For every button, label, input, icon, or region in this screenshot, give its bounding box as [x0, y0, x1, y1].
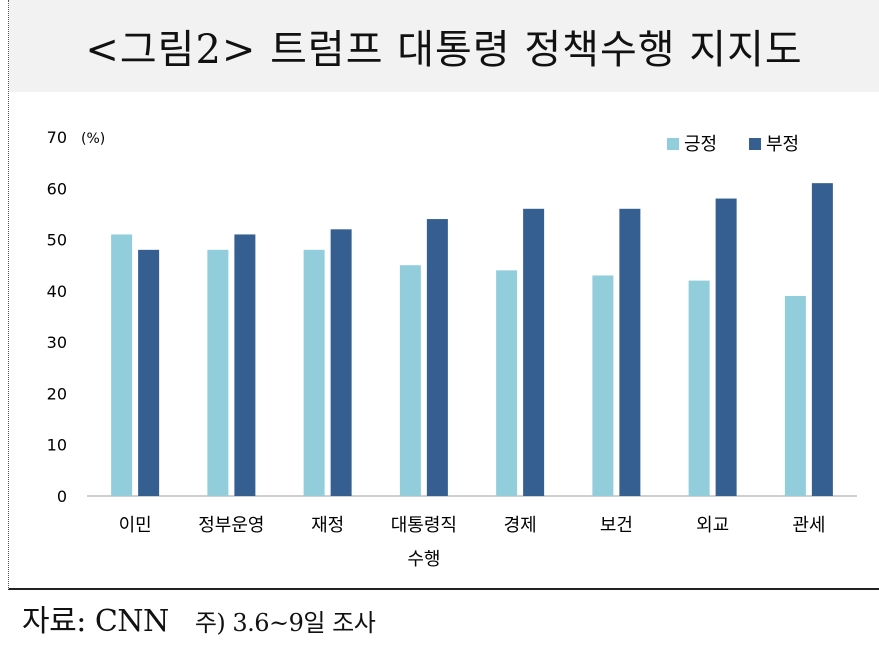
- y-tick-label: 0: [57, 487, 67, 506]
- bar-부정: [330, 229, 352, 497]
- y-unit-label: (%): [81, 131, 105, 147]
- figure-frame: [8, 0, 879, 590]
- y-tick-label: 50: [47, 231, 67, 250]
- x-tick-label: 정부운영: [198, 515, 264, 536]
- source-text: 자료: CNN: [22, 604, 169, 639]
- bar-긍정: [592, 275, 614, 496]
- bar-긍정: [111, 234, 133, 496]
- y-tick-label: 70: [47, 128, 67, 147]
- x-tick-label: 대통령직 수행: [391, 515, 457, 570]
- y-tick-label: 30: [47, 333, 67, 352]
- survey-note: 주) 3.6~9일 조사: [194, 609, 376, 637]
- x-tick-label: 재정: [311, 515, 344, 536]
- x-tick-label: 이민: [119, 515, 152, 536]
- bar-chart: 0 10 20 30 40 50 60 70 (%) 이민 정부운영 재정 대통령직 수행 경제 보건 외교 관세…: [47, 128, 857, 570]
- y-tick-label: 20: [47, 384, 67, 403]
- bar-부정: [138, 249, 160, 496]
- bar-긍정: [496, 270, 518, 496]
- source-line: 자료: CNN 주) 3.6~9일 조사: [22, 596, 376, 639]
- bar-긍정: [303, 249, 325, 496]
- x-tick-label: 경제: [504, 515, 537, 536]
- y-tick-label: 40: [47, 282, 67, 301]
- title-bar: <그림2> 트럼프 대통령 정책수행 지지도: [9, 0, 879, 92]
- bar-긍정: [784, 295, 806, 496]
- x-tick-label: 관세: [792, 515, 825, 536]
- legend-label: 긍정: [684, 134, 717, 155]
- bar-부정: [619, 208, 641, 497]
- legend-swatch: [749, 138, 761, 150]
- legend-label: 부정: [766, 134, 799, 155]
- figure-title: <그림2> 트럼프 대통령 정책수행 지지도: [85, 27, 803, 73]
- x-tick-label: 보건: [600, 515, 633, 536]
- legend-swatch: [667, 138, 679, 150]
- bar-긍정: [688, 280, 710, 496]
- y-tick-label: 10: [47, 436, 67, 455]
- chart-area: 0 10 20 30 40 50 60 70 (%) 이민 정부운영 재정 대통령직 수행 경제 보건 외교 관세…: [9, 92, 879, 589]
- y-tick-label: 60: [47, 179, 67, 198]
- bar-긍정: [207, 249, 229, 496]
- bar-부정: [523, 208, 545, 497]
- bar-부정: [715, 198, 737, 496]
- x-tick-label: 외교: [696, 515, 729, 536]
- bar-부정: [426, 219, 448, 497]
- bar-부정: [234, 234, 256, 496]
- bar-긍정: [399, 265, 421, 496]
- bar-부정: [811, 183, 833, 496]
